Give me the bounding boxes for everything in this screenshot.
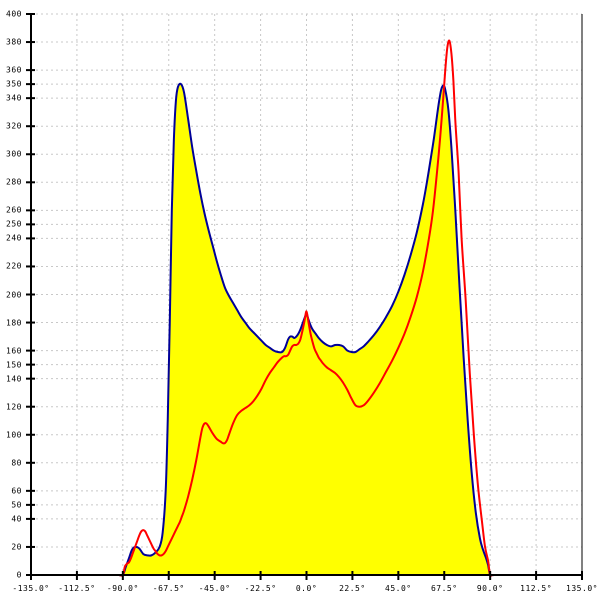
y-tick-label: 200 <box>6 290 22 299</box>
axes-layer <box>26 13 583 580</box>
y-tick-label: 100 <box>6 430 22 440</box>
series-line-lower-curve <box>30 39 583 578</box>
y-tick-label: 250 <box>6 219 22 229</box>
x-tick-label: -135.0° <box>12 584 50 593</box>
x-tick-label: 45.0° <box>385 584 412 593</box>
y-tick-label: 60 <box>11 486 22 496</box>
y-tick-label: 220 <box>6 261 22 271</box>
x-tick-label: 112.5° <box>520 584 553 593</box>
x-tick-label: 135.0° <box>566 584 598 593</box>
y-tick-label: 80 <box>11 458 22 468</box>
y-tick-label: 300 <box>6 149 22 159</box>
y-tick-label: 160 <box>6 346 22 356</box>
x-tick-label: -67.5° <box>152 584 185 593</box>
filled-area <box>31 83 582 576</box>
x-tick-label: 0.0° <box>295 584 318 593</box>
y-tick-label: 40 <box>11 514 22 524</box>
x-tick-label: 90.0° <box>476 584 504 593</box>
y-tick-label: 340 <box>6 93 22 103</box>
y-tick-label: 350 <box>6 79 22 89</box>
x-tick-label: -45.0° <box>198 584 231 593</box>
y-tick-label: 260 <box>6 205 22 215</box>
y-tick-label: 0 <box>16 570 22 580</box>
y-tick-label: 400 <box>6 9 22 19</box>
y-tick-label: 50 <box>11 500 22 510</box>
x-tick-label: 22.5° <box>339 584 366 593</box>
y-tick-label: 120 <box>6 402 22 412</box>
y-tick-label: 240 <box>6 233 22 243</box>
y-tick-label: 180 <box>6 318 22 328</box>
x-tick-label: -22.5° <box>244 584 277 593</box>
series-layer <box>30 39 583 578</box>
y-tick-label: 380 <box>6 37 22 47</box>
x-tick-label: 67.5° <box>430 584 458 593</box>
y-tick-label: 320 <box>6 121 22 131</box>
x-tick-label: -112.5° <box>58 584 96 593</box>
y-tick-label: 140 <box>6 374 22 384</box>
y-tick-label: 280 <box>6 177 22 187</box>
y-tick-label: 20 <box>11 542 22 552</box>
y-tick-label: 360 <box>6 65 22 75</box>
x-tick-label: -90.0° <box>106 584 139 593</box>
y-tick-label: 150 <box>6 360 22 370</box>
series-line-upper-envelope <box>30 82 583 577</box>
